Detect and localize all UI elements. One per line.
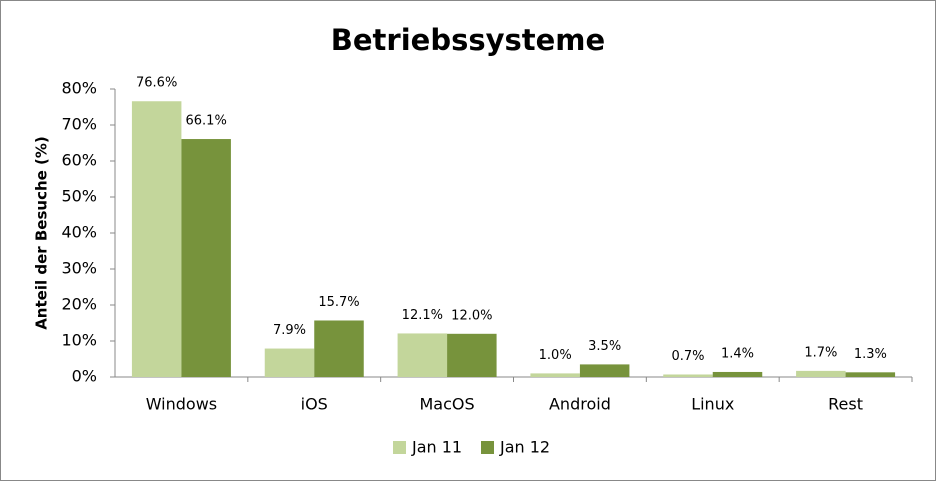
value-label: 1.4% (721, 346, 754, 361)
bar (579, 364, 630, 377)
y-tick-label: 40% (61, 223, 97, 242)
y-tick-label: 80% (61, 79, 97, 98)
x-tick-label: iOS (301, 395, 328, 414)
y-tick-label: 30% (61, 259, 97, 278)
value-label: 1.0% (539, 348, 572, 363)
value-label: 1.7% (804, 345, 837, 360)
bar (845, 372, 896, 377)
legend-swatch (481, 441, 494, 454)
value-label: 0.7% (671, 349, 704, 364)
value-label: 12.0% (451, 308, 492, 323)
y-tick-label: 0% (72, 367, 97, 386)
x-tick-label: Rest (828, 395, 863, 414)
value-label: 12.1% (402, 308, 443, 323)
x-tick-label: MacOS (420, 395, 475, 414)
value-label: 15.7% (318, 295, 359, 310)
legend-label: Jan 12 (499, 438, 550, 457)
bar (712, 371, 763, 377)
bar (447, 333, 497, 377)
value-label: 3.5% (588, 339, 621, 354)
chart-title: Betriebssysteme (331, 23, 605, 57)
y-tick-label: 10% (61, 331, 97, 350)
legend-swatch (393, 441, 406, 454)
value-label: 1.3% (854, 347, 887, 362)
y-tick-label: 70% (61, 115, 97, 134)
x-tick-label: Linux (691, 395, 734, 414)
value-label: 7.9% (273, 323, 306, 338)
x-tick-label: Windows (146, 395, 217, 414)
bar (181, 139, 231, 377)
value-label: 76.6% (136, 76, 177, 91)
x-tick-label: Android (549, 395, 611, 414)
y-tick-label: 60% (61, 151, 97, 170)
bar (663, 374, 713, 377)
bar (314, 320, 364, 377)
bar (264, 348, 315, 377)
bar (397, 333, 448, 377)
bar (796, 370, 846, 377)
legend-label: Jan 11 (411, 438, 462, 457)
y-tick-label: 20% (61, 295, 97, 314)
y-axis-label: Anteil der Besuche (%) (33, 136, 51, 330)
y-tick-label: 50% (61, 187, 97, 206)
bar (131, 101, 182, 378)
value-label: 66.1% (186, 114, 227, 129)
bar (530, 373, 580, 377)
